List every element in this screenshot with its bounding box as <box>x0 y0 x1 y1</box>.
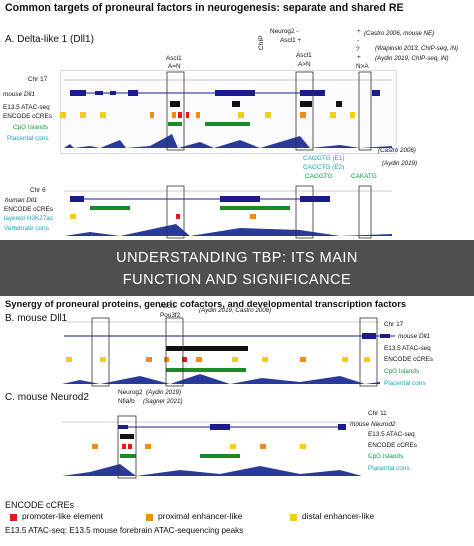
panel-c-atac-track <box>120 434 134 439</box>
citation-aydin-2019-chip: (Aydin 2019, ChIP-seq, iN) <box>375 55 449 62</box>
panel-c-ccre-track <box>92 444 306 449</box>
citation-aydin-c: (Aydin 2019) <box>146 389 182 396</box>
panel-a-gene-track <box>70 90 380 96</box>
legend-distal-swatch <box>290 514 297 521</box>
citation-castro-2006: (Castro 2006) <box>378 147 416 154</box>
synergy-heading: Synergy of proneural proteins, generic c… <box>5 298 407 309</box>
panel-a-ccre-track <box>60 112 355 118</box>
cons-label-a: Placental cons <box>7 135 49 142</box>
encode-label-h: ENCODE cCREs <box>4 206 54 213</box>
cpg-label-b: CpG Islands <box>384 368 420 375</box>
chr17-label-b: Chr 17 <box>384 321 404 328</box>
citation-aydin-2019: (Aydin 2019) <box>382 160 418 167</box>
citation-wapinski-2013: (Wapinski 2013, ChIP-seq, iN) <box>375 45 459 52</box>
figure-title: Common targets of proneural factors in n… <box>5 2 404 14</box>
plus-mark-1: + <box>357 28 361 35</box>
panel-a-mouse-browser <box>60 70 397 154</box>
overlay-line-1: UNDERSTANDING TBP: ITS MAIN <box>116 250 358 266</box>
encode-label-a: ENCODE cCREs <box>3 113 53 120</box>
human-dll1-label: human Dll1 <box>5 197 38 204</box>
citation-castro-2006-ne: (Castro 2006, mouse NE) <box>364 30 435 37</box>
panel-b-gene-track <box>64 333 395 339</box>
panel-c-cons-track <box>62 464 362 476</box>
panel-a-human-gene <box>70 196 330 202</box>
motif-cagctg-e2: CAGCTG (E2) <box>303 164 345 171</box>
panel-a-atac-track <box>170 101 342 107</box>
panel-a-cpg-track <box>168 122 250 126</box>
citation-panel-b: (Aydin 2019, Castro 2006) <box>199 307 272 314</box>
motif-caggtg: CAGGTG <box>305 173 333 180</box>
mouse-neurod2-label: mouse Neurod2 <box>350 421 396 428</box>
neurog2-label-c: Neurog2 <box>118 389 143 396</box>
neurog2-header: Neurog2 - <box>270 28 299 35</box>
citation-sagner-c: (Sagner 2021) <box>143 398 183 405</box>
ascl1-right-label: Ascl1 <box>296 52 312 59</box>
panel-c-cpg-track <box>120 454 240 458</box>
a-greater-n-label: A>N <box>298 61 311 68</box>
panel-b-cons-track <box>62 374 380 384</box>
pou3f2-label-b: Pou3f2 <box>160 312 181 319</box>
chr17-label-a: Chr 17 <box>28 76 48 83</box>
question-mark: ? <box>356 46 360 53</box>
ascl1-left-label: Ascl1 <box>166 55 182 62</box>
chr11-label-c: Chr 11 <box>368 410 387 417</box>
legend-distal-label: distal enhancer-like <box>302 511 375 521</box>
motif-cagctg-e1: CAGGTG (E1) <box>303 155 345 162</box>
motif-cakatg: CAKATG <box>351 173 377 180</box>
panel-b-atac-track <box>166 346 248 351</box>
panel-c-label: C. mouse Neurod2 <box>5 392 89 403</box>
vertebrate-cons-label: Vertebrate cons <box>4 225 49 232</box>
h3k27ac-label: layered H3K27ac <box>4 215 54 222</box>
cons-label-b: Placental cons <box>384 380 426 387</box>
legend-proximal-label: proximal enhancer-like <box>158 511 243 521</box>
plus-mark-2: + <box>357 54 361 61</box>
legend-proximal-swatch <box>146 514 153 521</box>
dash-mark: - <box>357 37 360 44</box>
cpg-label-c: CpG Islands <box>368 453 404 460</box>
nfiab-label-c: Nfia/b <box>118 398 135 405</box>
panel-a-cons-track <box>64 134 392 148</box>
panel-a-human-ccres <box>70 206 290 219</box>
chr6-label: Chr 6 <box>30 187 46 194</box>
cpg-label-a: CpG Islands <box>13 124 49 131</box>
panel-b-ccre-track <box>66 357 370 362</box>
ascl1-header: Ascl1 + <box>280 37 302 44</box>
encode-label-b: ENCODE cCREs <box>384 356 434 363</box>
cons-label-c: Placental cons <box>368 465 410 472</box>
a-equals-n-label: A=N <box>168 63 181 70</box>
legend-title: ENCODE cCREs <box>5 500 75 510</box>
title-overlay-banner <box>0 240 474 296</box>
panel-b-label: B. mouse Dll1 <box>5 313 68 324</box>
mouse-dll1-label-b: mouse Dll1 <box>398 333 430 340</box>
panel-a-label: A. Delta-like 1 (Dll1) <box>5 34 94 45</box>
overlay-line-2: FUNCTION AND SIGNIFICANCE <box>122 272 352 288</box>
atac-label-b: E13.5 ATAC-seq <box>384 345 431 352</box>
panel-a-human-cons <box>64 224 392 236</box>
atac-label-a: E13.5 ATAC-seq <box>3 104 50 111</box>
n-greater-a-label: N>A <box>356 63 369 70</box>
mouse-dll1-label-a: mouse Dll1 <box>3 91 35 98</box>
legend-promoter-label: promoter-like element <box>22 511 103 521</box>
panel-b-cpg-track <box>166 368 246 372</box>
legend-atac-description: E13.5 ATAC-seq: E13.5 mouse forebrain AT… <box>5 526 244 535</box>
encode-label-c: ENCODE cCREs <box>368 442 418 449</box>
atac-label-c: E13.5 ATAC-seq <box>368 431 415 438</box>
ascl1-label-b: Ascl1 <box>160 303 176 310</box>
panel-c-gene-track <box>118 424 346 430</box>
legend-promoter-swatch <box>10 514 17 521</box>
